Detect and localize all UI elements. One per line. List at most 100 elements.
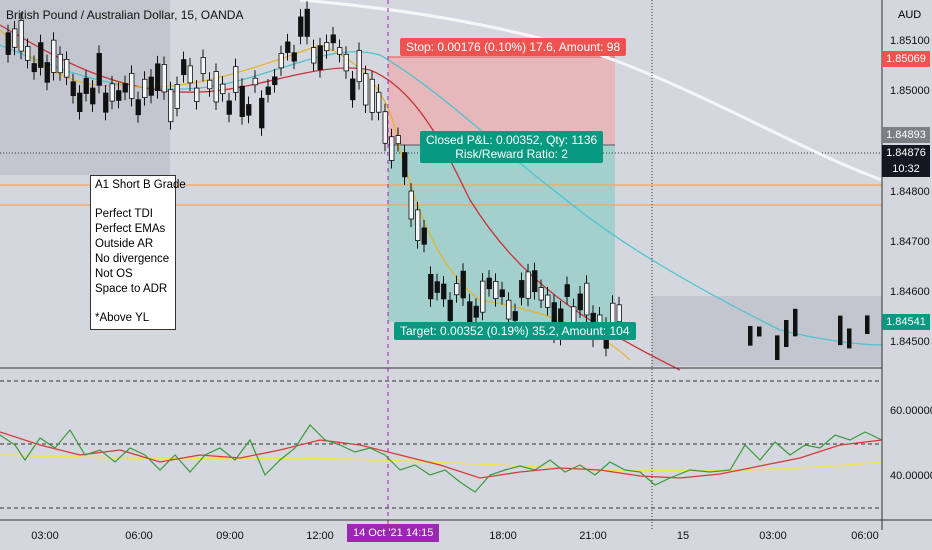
price-tick-6: 1.84500 [890, 336, 930, 348]
candle-body [584, 282, 590, 316]
countdown-tag: 10:32 [882, 161, 930, 177]
time-tick: 03:00 [31, 530, 59, 542]
candle-body [415, 209, 421, 242]
candle-body [200, 57, 206, 74]
candle-body [847, 328, 852, 349]
pnl-label[interactable]: Closed P&L: 0.00352, Qty: 1136 Risk/Rewa… [420, 131, 604, 163]
candle-body [142, 78, 148, 98]
candle-body [168, 89, 174, 123]
candle-body [460, 270, 466, 299]
candle-body [129, 72, 135, 99]
time-tick: 12:00 [306, 530, 334, 542]
price-tick-3: 1.84800 [890, 186, 930, 198]
candle-body [259, 97, 265, 129]
candle-body [838, 315, 843, 346]
candle-body [304, 8, 310, 37]
candle-body [865, 315, 870, 335]
cursor-time-tag: 14 Oct '21 14:15 [347, 524, 440, 542]
stop-price-tag: 1.85069 [882, 51, 930, 67]
candle-body [272, 76, 278, 86]
candle-body [389, 136, 395, 161]
candle-body [155, 63, 161, 92]
time-tick: 21:00 [579, 530, 607, 542]
candle-body [135, 99, 141, 116]
candle-body [148, 76, 154, 96]
candle-body [51, 39, 57, 73]
current-price-tag: 1.84876 [882, 145, 930, 161]
price-tick-1: 1.85100 [890, 35, 930, 47]
target-label[interactable]: Target: 0.00352 (0.19%) 35.2, Amount: 10… [394, 322, 636, 340]
candle-body [330, 34, 336, 44]
candle-body [161, 64, 167, 93]
candle-body [207, 79, 213, 90]
candle-body [447, 299, 453, 321]
time-tick: 03:00 [759, 530, 787, 542]
candle-body [64, 59, 70, 78]
candle-body [454, 283, 460, 296]
candle-body [12, 28, 18, 48]
currency-label: AUD [898, 9, 922, 21]
candle-body [44, 62, 50, 83]
candle-body [5, 32, 11, 55]
price-tick-4: 1.84700 [890, 236, 930, 248]
candle-body [793, 308, 798, 337]
candle-body [395, 135, 401, 145]
price-axis-bg [882, 0, 932, 550]
candle-body [532, 270, 538, 293]
stop-zone [388, 57, 615, 145]
time-tick: 06:00 [851, 530, 879, 542]
candle-body [31, 63, 37, 73]
note-line: Space to ADR [95, 283, 168, 295]
candle-body [96, 52, 102, 86]
candle-body [70, 81, 76, 97]
target-price-tag: 1.84541 [882, 314, 930, 330]
candle-body [382, 111, 388, 144]
candle-body [519, 280, 525, 298]
candle-body [317, 45, 323, 71]
candle-body [748, 326, 753, 346]
candle-body [577, 293, 583, 311]
candle-body [343, 53, 349, 72]
tdi-green-line [0, 424, 883, 493]
candle-body [324, 42, 330, 52]
candle-body [402, 152, 408, 178]
candle-body [187, 65, 193, 84]
candle-body [363, 73, 369, 106]
candle-body [233, 66, 239, 93]
candle-body [784, 319, 789, 348]
note-line: Not OS [95, 268, 133, 280]
candle-body [77, 92, 83, 112]
candle-body [337, 47, 343, 55]
candle-body [116, 90, 122, 101]
candle-body [109, 83, 115, 102]
note-line: Perfect TDI [95, 208, 153, 220]
symbol-title: British Pound / Australian Dollar, 15, O… [6, 8, 244, 22]
note-title: A1 Short B Grade [95, 179, 186, 191]
note-line: No divergence [95, 253, 170, 265]
candle-body [616, 304, 622, 323]
candle-body [376, 91, 382, 113]
candle-body [285, 41, 291, 53]
candle-body [265, 86, 271, 95]
candle-body [350, 78, 356, 101]
candle-body [220, 83, 226, 95]
tdi-red-line [0, 431, 883, 479]
price-tick-2: 1.85000 [890, 85, 930, 97]
trade-note[interactable]: A1 Short B Grade Perfect TDI Perfect EMA… [90, 175, 186, 330]
candle-body [486, 277, 492, 290]
time-tick: 15 [676, 530, 690, 542]
candle-body [18, 20, 24, 52]
stop-label[interactable]: Stop: 0.00176 (0.10%) 17.6, Amount: 98 [400, 38, 627, 56]
time-tick: 09:00 [216, 530, 244, 542]
candle-body [252, 77, 258, 86]
candle-body [538, 287, 544, 301]
candle-body [291, 52, 297, 62]
candle-body [246, 104, 252, 116]
pnl-line-1: Closed P&L: 0.00352, Qty: 1136 [426, 133, 598, 147]
candle-body [213, 71, 219, 103]
note-line: Perfect EMAs [95, 223, 166, 235]
zone-box-right [652, 296, 882, 366]
indicator-tick-60: 60.00000 [890, 405, 932, 417]
candle-body [83, 77, 89, 94]
candle-body [525, 271, 531, 299]
